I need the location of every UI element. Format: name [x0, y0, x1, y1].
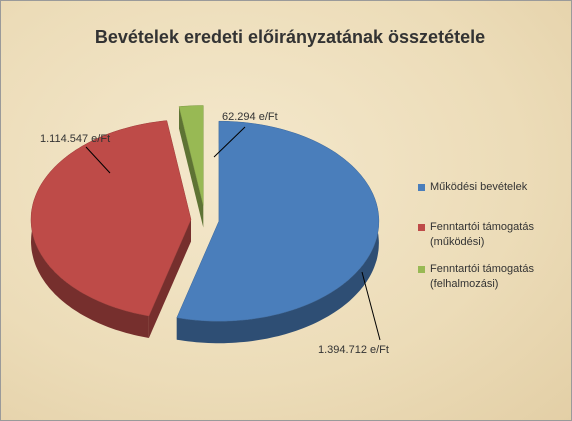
legend-entry: Fenntartói támogatás (működési): [418, 220, 572, 250]
legend-entry: Fenntartói támogatás (felhalmozási): [418, 262, 572, 292]
legend-label: Fenntartói támogatás (felhalmozási): [430, 263, 534, 290]
legend-swatch: [418, 266, 425, 273]
legend-entry: Működési bevételek: [418, 180, 572, 195]
slice: [30, 120, 192, 317]
legend-swatch: [418, 184, 425, 191]
leader-line: [213, 126, 246, 158]
legend-label: Fenntartói támogatás (működési): [430, 221, 534, 248]
legend-label: Működési bevételek: [430, 181, 528, 193]
data-label: 1.394.712 e/Ft: [318, 344, 389, 356]
slice: [176, 120, 380, 322]
slice-side: [148, 219, 191, 338]
data-label: 62.294 e/Ft: [222, 111, 278, 123]
slice: [178, 105, 204, 206]
leader-line: [85, 146, 111, 174]
legend-swatch: [418, 224, 425, 231]
slice-side: [176, 121, 379, 344]
data-label: 1.114.547 e/Ft: [40, 133, 110, 145]
chart-title: Bevételek eredeti előirányzatának összet…: [95, 27, 485, 47]
slice-side: [179, 106, 204, 228]
leader-line: [361, 271, 381, 341]
